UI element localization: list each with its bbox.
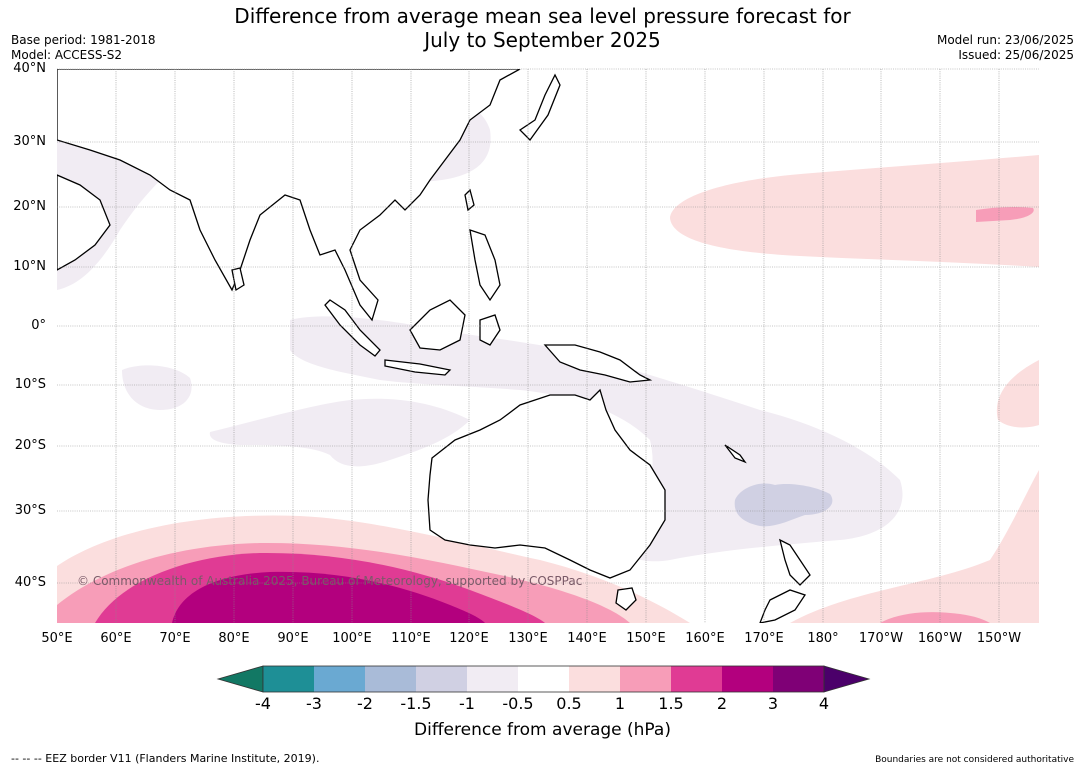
- colorbar-swatch-1: [263, 666, 314, 692]
- colorbar-tick-label: -4: [255, 694, 271, 713]
- colorbar-swatch-11: [773, 666, 824, 692]
- anomaly-1-southeast: [880, 612, 990, 623]
- lat-label-40s: 40°S: [14, 575, 46, 590]
- lon-label-70e: 70°E: [159, 631, 191, 646]
- lon-label-150e: 150°E: [626, 631, 666, 646]
- landmass-tasmania: [615, 587, 637, 611]
- issued-date: Issued: 25/06/2025: [958, 48, 1074, 62]
- colorbar-arrow-right: [823, 665, 871, 693]
- landmass-sumatra: [324, 299, 381, 357]
- lon-label-170w: 170°W: [858, 631, 904, 646]
- landmass-sulawesi: [479, 314, 501, 346]
- anomaly-neg1-tasman: [734, 483, 833, 527]
- anomaly-neg0.5-indian: [122, 365, 192, 410]
- colorbar: [216, 665, 871, 693]
- coastlines: [57, 69, 811, 623]
- anomaly-0.5-east: [996, 360, 1039, 428]
- colorbar-tick-label: 1: [614, 694, 626, 713]
- lat-label-20s: 20°S: [14, 438, 46, 453]
- landmass-borneo: [409, 299, 466, 351]
- colorbar-title: Difference from average (hPa): [414, 720, 671, 740]
- lon-label-160e: 160°E: [685, 631, 725, 646]
- graticule: [57, 68, 1039, 623]
- anomaly-1-northpacific: [976, 206, 1034, 222]
- lon-label-140e: 140°E: [567, 631, 607, 646]
- colorbar-tick-label: 0.5: [556, 694, 582, 713]
- colorbar-arrow-left: [216, 665, 264, 693]
- eez-border-note: -- -- -- EEZ border V11 (Flanders Marine…: [11, 752, 320, 765]
- landmass-new-zealand-south: [759, 589, 807, 623]
- colorbar-tick-label: 4: [818, 694, 830, 713]
- colorbar-tick-label: 3: [767, 694, 779, 713]
- colorbar-swatch-10: [722, 666, 773, 692]
- colorbar-swatch-8: [620, 666, 671, 692]
- lon-label-60e: 60°E: [100, 631, 132, 646]
- landmass-australia: [427, 388, 666, 579]
- lat-label-30n: 30°N: [13, 134, 46, 149]
- colorbar-tick-label: 2: [716, 694, 728, 713]
- lat-label-0: 0°: [31, 318, 46, 333]
- lon-label-160w: 160°W: [917, 631, 963, 646]
- anomaly-0.5-northpacific: [670, 155, 1039, 267]
- colorbar-swatch-3: [365, 666, 416, 692]
- colorbar-tick-label: -2: [357, 694, 373, 713]
- title-line-2: July to September 2025: [424, 28, 661, 52]
- colorbar-frame: [262, 665, 825, 693]
- lat-label-20n: 20°N: [13, 199, 46, 214]
- boundaries-disclaimer: Boundaries are not considered authoritat…: [875, 755, 1074, 765]
- landmass-sri-lanka: [231, 267, 245, 292]
- landmass-japan: [518, 73, 561, 142]
- lon-label-180: 180°: [807, 631, 839, 646]
- landmass-arabia: [57, 174, 111, 271]
- lon-label-130e: 130°E: [508, 631, 548, 646]
- model-name: Model: ACCESS-S2: [11, 48, 123, 62]
- colorbar-swatch-4: [416, 666, 467, 692]
- colorbar-tick-label: -0.5: [502, 694, 534, 713]
- colorbar-swatch-9: [671, 666, 722, 692]
- lat-label-10s: 10°S: [14, 377, 46, 392]
- colorbar-tick-label: -3: [306, 694, 322, 713]
- lon-label-90e: 90°E: [277, 631, 309, 646]
- lat-label-10n: 10°N: [13, 259, 46, 274]
- title-line-1: Difference from average mean sea level p…: [234, 4, 851, 28]
- map-title: Difference from average mean sea level p…: [0, 4, 1085, 52]
- lon-label-120e: 120°E: [449, 631, 489, 646]
- colorbar-tick-label: 1.5: [658, 694, 684, 713]
- base-period: Base period: 1981-2018: [11, 33, 156, 47]
- lon-label-110e: 110°E: [391, 631, 431, 646]
- colorbar-swatch-2: [314, 666, 365, 692]
- landmass-java: [384, 359, 452, 376]
- anomaly-neg0.5-indian-strip: [209, 398, 470, 467]
- landmass-asia: [57, 69, 521, 322]
- colorbar-swatch-5: [467, 666, 518, 692]
- lat-label-30s: 30°S: [14, 503, 46, 518]
- colorbar-swatch-6: [518, 666, 569, 692]
- landmass-new-zealand-north: [779, 538, 811, 586]
- anomaly-2-south: [172, 571, 485, 623]
- lon-label-150w: 150°W: [976, 631, 1022, 646]
- colorbar-swatch-7: [569, 666, 620, 692]
- meta-right: Model run: 23/06/2025 Issued: 25/06/2025: [937, 33, 1074, 63]
- lon-label-100e: 100°E: [332, 631, 372, 646]
- lon-label-170e: 170°E: [744, 631, 784, 646]
- landmass-taiwan: [464, 188, 475, 212]
- landmass-new-guinea: [543, 344, 653, 383]
- lon-label-50e: 50°E: [41, 631, 73, 646]
- lat-label-40n: 40°N: [13, 61, 46, 76]
- colorbar-tick-label: -1: [459, 694, 475, 713]
- meta-left: Base period: 1981-2018 Model: ACCESS-S2: [11, 33, 156, 63]
- landmass-philippines: [469, 229, 501, 302]
- colorbar-tick-label: -1.5: [400, 694, 432, 713]
- copyright-notice: © Commonwealth of Australia 2025, Bureau…: [77, 574, 583, 588]
- anomaly-0.5-southeast: [790, 470, 1039, 623]
- model-run: Model run: 23/06/2025: [936, 33, 1074, 47]
- landmass-new-caledonia: [724, 444, 747, 464]
- lon-label-80e: 80°E: [218, 631, 250, 646]
